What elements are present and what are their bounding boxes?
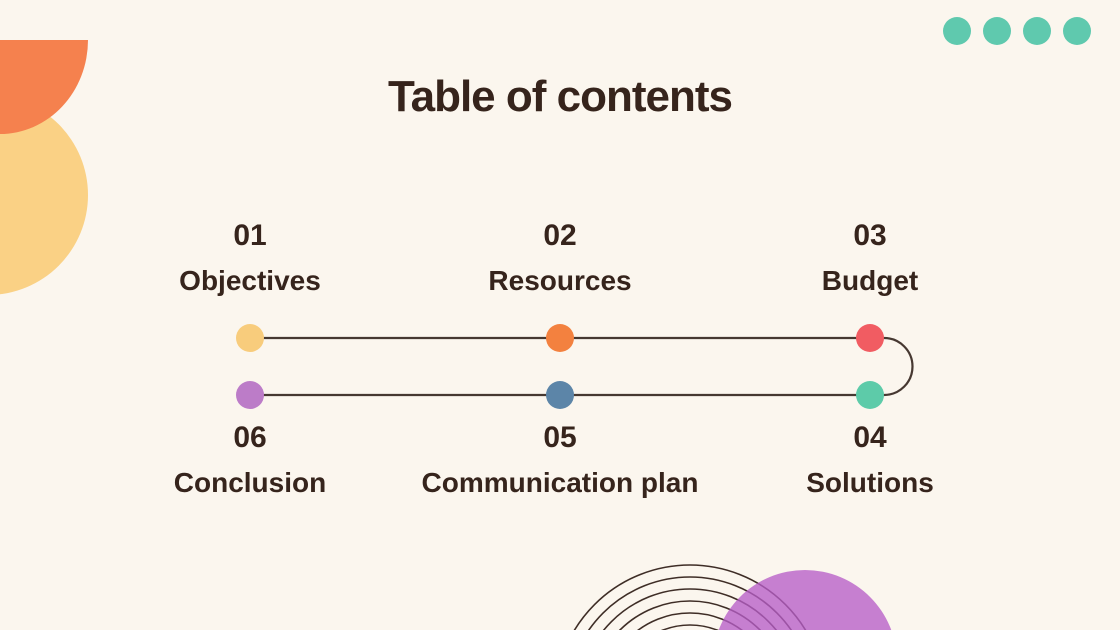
decoration-teal-dot — [1023, 17, 1051, 45]
toc-item-number: 03 — [853, 219, 887, 252]
toc-item-objectives[interactable]: 01 Objectives — [80, 220, 420, 296]
decoration-teal-dot — [1063, 17, 1091, 45]
page-title: Table of contents — [388, 72, 733, 121]
ring — [573, 564, 807, 630]
toc-item-number: 04 — [853, 421, 887, 454]
toc-item-label: Budget — [821, 265, 919, 296]
ring — [602, 588, 778, 630]
toc-item-label: Conclusion — [173, 467, 327, 498]
toc-item-resources[interactable]: 02 Resources — [390, 220, 730, 296]
decoration-teal-dot — [983, 17, 1011, 45]
decoration-teal-dot — [943, 17, 971, 45]
ring — [618, 600, 762, 630]
toc-item-communication-plan[interactable]: 05 Communication plan — [390, 422, 730, 498]
toc-item-number: 06 — [233, 421, 267, 454]
decoration-dot-row — [943, 17, 1091, 45]
ring — [587, 576, 793, 630]
toc-item-solutions[interactable]: 04 Solutions — [700, 422, 1040, 498]
toc-item-number: 02 — [543, 219, 577, 252]
toc-item-number: 01 — [233, 219, 267, 252]
toc-item-label: Solutions — [806, 467, 934, 498]
toc-item-label: Resources — [488, 265, 632, 296]
ring — [637, 612, 743, 630]
ring — [660, 624, 720, 630]
toc-item-label: Objectives — [179, 265, 321, 296]
toc-item-conclusion[interactable]: 06 Conclusion — [80, 422, 420, 498]
toc-item-budget[interactable]: 03 Budget — [700, 220, 1040, 296]
toc-item-label: Communication plan — [421, 467, 699, 498]
toc-item-number: 05 — [543, 421, 577, 454]
